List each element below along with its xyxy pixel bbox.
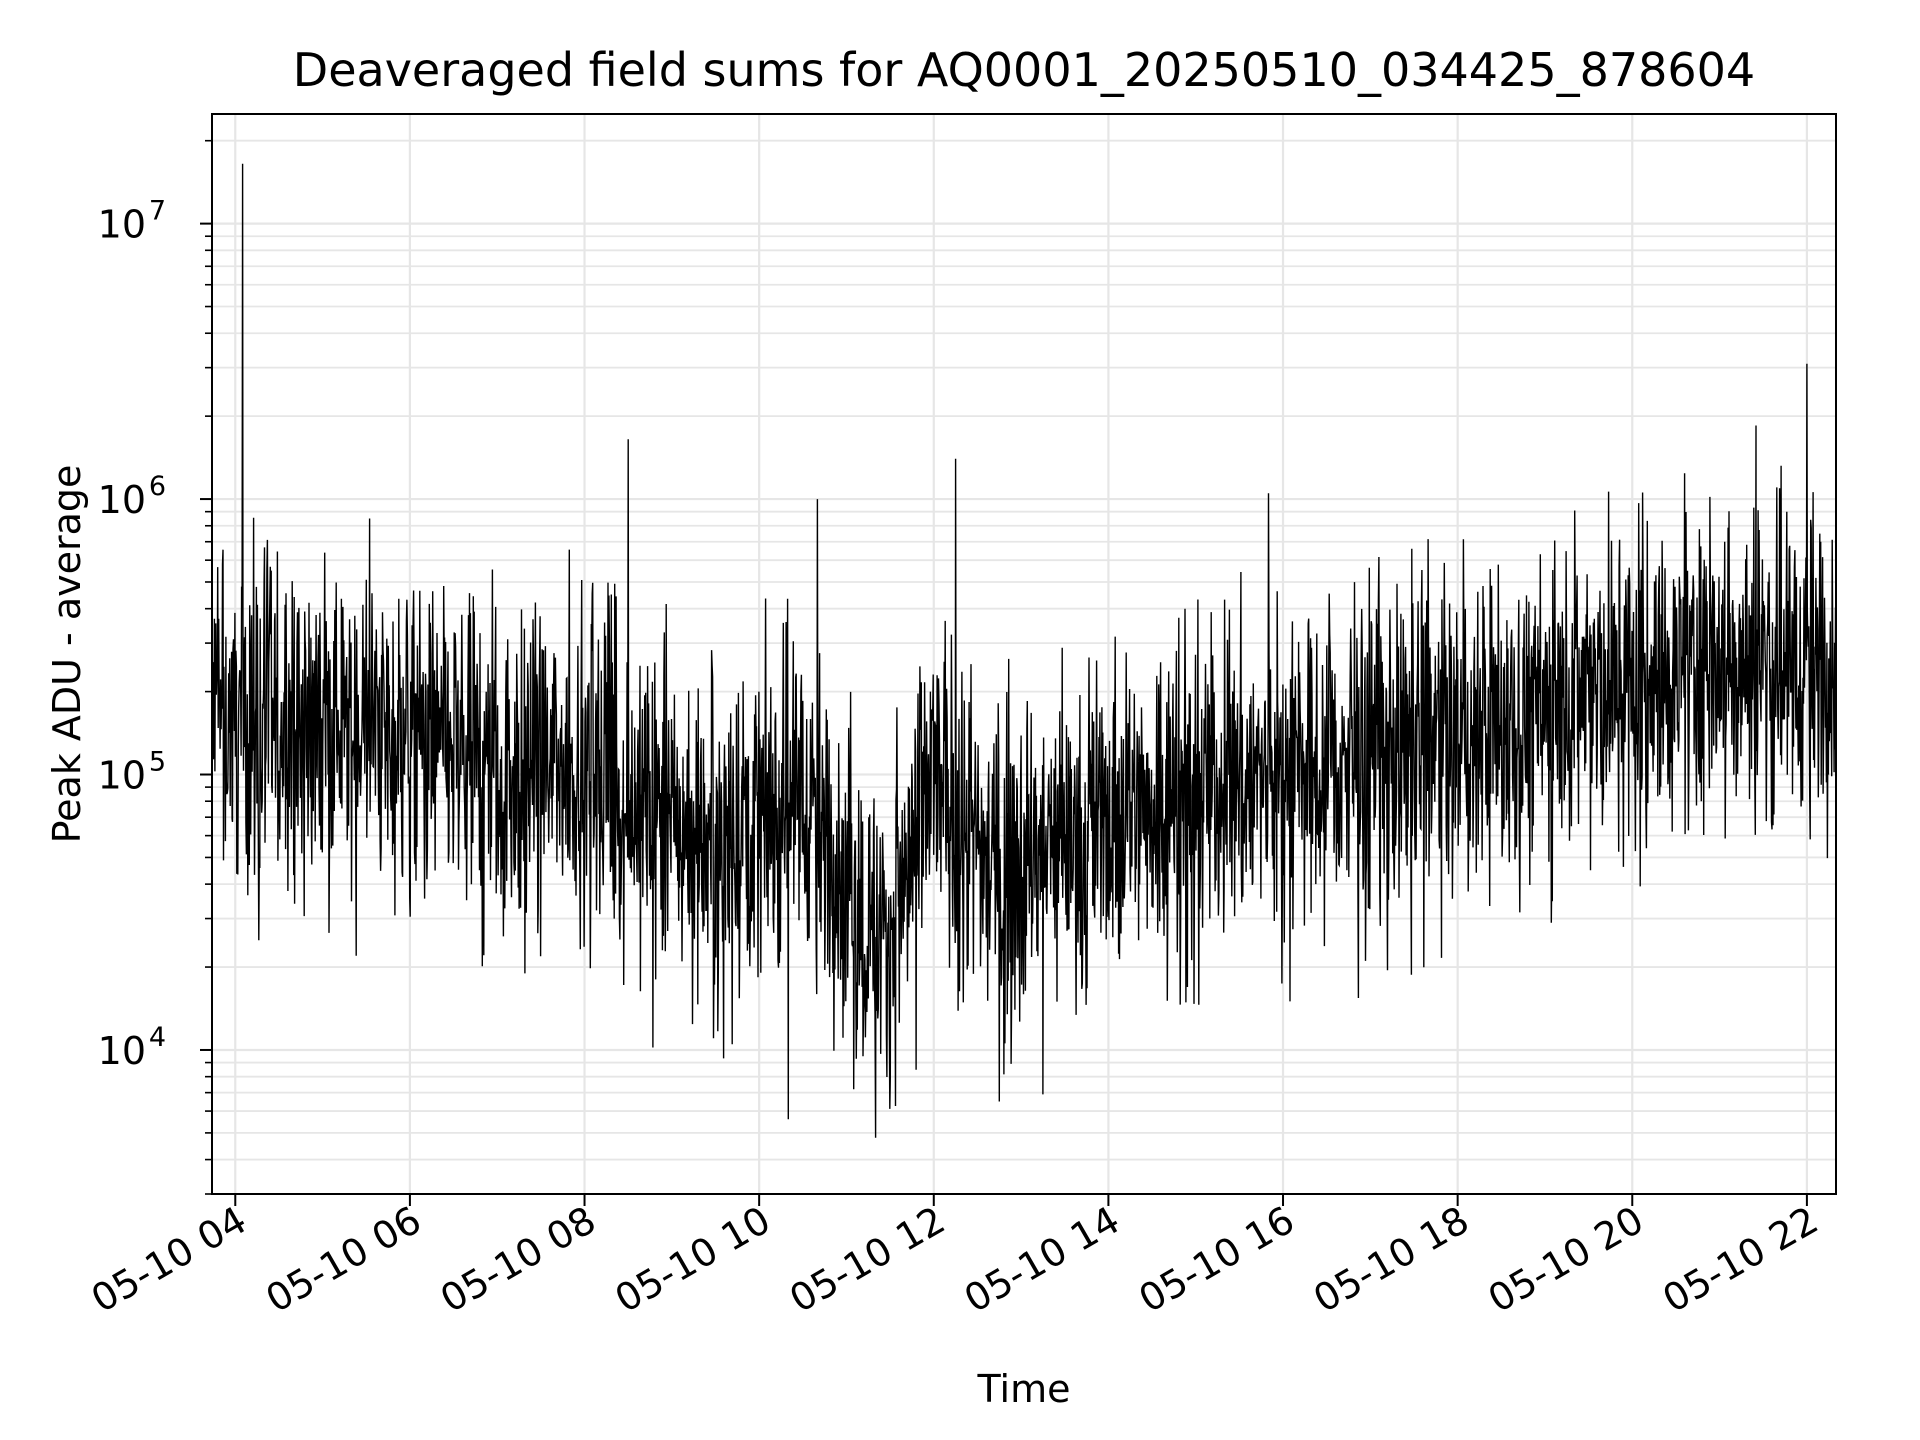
x-tick-label: 05-10 12 [782, 1198, 952, 1322]
x-axis: 05-10 04 05-10 06 05-10 08 05-10 10 05-10 12… [84, 1194, 1825, 1322]
y-tick-exponent: 7 [149, 196, 166, 227]
x-tick-label: 05-10 18 [1306, 1198, 1476, 1322]
y-tick-label: 10 [98, 203, 146, 247]
x-tick-label: 05-10 22 [1655, 1198, 1825, 1322]
series-path [211, 163, 1837, 1138]
y-tick-exponent: 6 [149, 471, 166, 502]
y-tick-label: 10 [98, 478, 146, 522]
y-tick-label: 10 [98, 1029, 146, 1073]
x-tick-label: 05-10 10 [608, 1198, 778, 1322]
x-tick-label: 05-10 04 [84, 1198, 254, 1322]
y-tick-label: 10 [98, 754, 146, 798]
x-tick-label: 05-10 06 [258, 1198, 428, 1322]
y-tick-exponent: 5 [149, 747, 166, 778]
series-line [211, 163, 1837, 1138]
x-tick-label: 05-10 20 [1481, 1198, 1651, 1322]
y-tick-exponent: 4 [149, 1022, 166, 1053]
x-tick-label: 05-10 16 [1132, 1198, 1302, 1322]
chart-title: Deaveraged field sums for AQ0001_2025051… [293, 43, 1755, 97]
x-axis-label: Time [977, 1367, 1071, 1411]
plot-frame [211, 113, 1837, 1195]
x-tick-label: 05-10 14 [957, 1198, 1127, 1322]
x-tick-label: 05-10 08 [433, 1198, 603, 1322]
y-axis-label: Peak ADU - average [45, 465, 89, 844]
